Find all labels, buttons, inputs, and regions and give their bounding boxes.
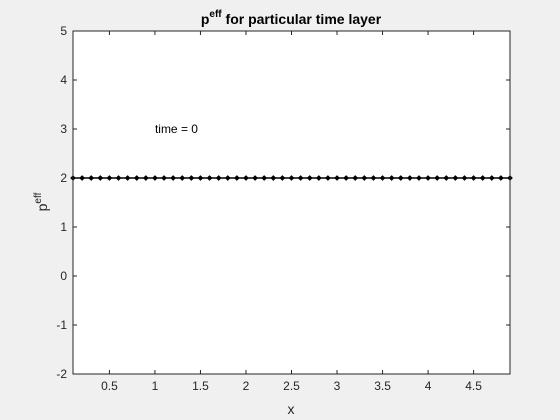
data-point xyxy=(488,175,495,181)
data-point xyxy=(288,175,295,181)
title-superscript: eff xyxy=(209,9,222,20)
data-point xyxy=(97,175,104,181)
x-tick-label: 4 xyxy=(425,379,432,393)
data-point xyxy=(443,175,450,181)
x-tick-label: 1 xyxy=(152,379,159,393)
data-point xyxy=(425,175,432,181)
data-point xyxy=(124,175,131,181)
data-point xyxy=(215,175,222,181)
y-tick-label: 2 xyxy=(60,171,67,185)
data-point xyxy=(115,175,122,181)
x-axis-label: x xyxy=(288,401,295,417)
data-point xyxy=(243,175,249,181)
title-rest: for particular time layer xyxy=(222,11,382,27)
data-point xyxy=(379,175,386,181)
data-point xyxy=(361,175,368,181)
y-tick-label: -1 xyxy=(56,318,67,332)
data-point xyxy=(334,175,340,181)
data-point xyxy=(161,175,167,181)
x-tick-label: 3 xyxy=(334,379,341,393)
y-tick-label: 1 xyxy=(60,220,67,234)
data-point xyxy=(470,175,477,181)
data-point xyxy=(142,175,149,181)
data-point xyxy=(224,175,231,181)
data-point xyxy=(252,175,259,181)
data-point xyxy=(497,175,504,181)
data-point xyxy=(370,175,377,181)
y-axis-label-base: p xyxy=(34,203,50,211)
data-point xyxy=(388,175,395,181)
data-point xyxy=(297,175,304,181)
x-tick-label: 0.5 xyxy=(101,379,118,393)
y-tick-label: 3 xyxy=(60,122,67,136)
y-axis-label-superscript: eff xyxy=(33,192,44,203)
data-point xyxy=(106,175,113,181)
data-point xyxy=(79,175,86,181)
x-tick-label: 3.5 xyxy=(374,379,391,393)
data-point xyxy=(233,175,240,181)
data-point xyxy=(279,175,286,181)
y-tick-label: -2 xyxy=(56,367,67,381)
data-point xyxy=(416,175,422,181)
data-point xyxy=(315,175,322,181)
ticks-layer: 0.5 1 1.5 2 2.5 3 3.5 4 4.5 -2 -1 0 1 2 3 4 5 xyxy=(56,24,510,393)
data-point xyxy=(188,175,195,181)
time-annotation: time = 0 xyxy=(155,122,198,136)
data-point xyxy=(406,175,413,181)
data-point xyxy=(434,175,441,181)
data-point xyxy=(151,175,158,181)
x-tick-label: 4.5 xyxy=(465,379,482,393)
axes-box xyxy=(72,30,511,375)
axes-area xyxy=(73,31,510,374)
data-layer xyxy=(70,175,513,181)
data-point xyxy=(270,175,277,181)
chart-title: peff for particular time layer xyxy=(201,9,382,27)
data-point xyxy=(324,175,331,181)
title-base: p xyxy=(201,11,210,27)
data-point xyxy=(206,175,213,181)
data-point xyxy=(197,175,204,181)
data-point xyxy=(133,175,140,181)
data-point xyxy=(343,175,350,181)
x-tick-label: 2 xyxy=(243,379,250,393)
data-point xyxy=(397,175,404,181)
data-point xyxy=(261,175,268,181)
y-tick-label: 5 xyxy=(60,24,67,38)
data-point xyxy=(479,175,486,181)
data-point xyxy=(179,175,186,181)
y-tick-label: 0 xyxy=(60,269,67,283)
y-tick-label: 4 xyxy=(60,73,67,87)
data-point xyxy=(170,175,177,181)
x-tick-label: 2.5 xyxy=(283,379,300,393)
x-tick-label: 1.5 xyxy=(192,379,209,393)
data-point xyxy=(452,175,459,181)
data-point xyxy=(461,175,468,181)
y-axis-label: peff xyxy=(33,192,50,211)
data-point xyxy=(88,175,95,181)
data-point xyxy=(306,175,313,181)
data-point xyxy=(352,175,359,181)
